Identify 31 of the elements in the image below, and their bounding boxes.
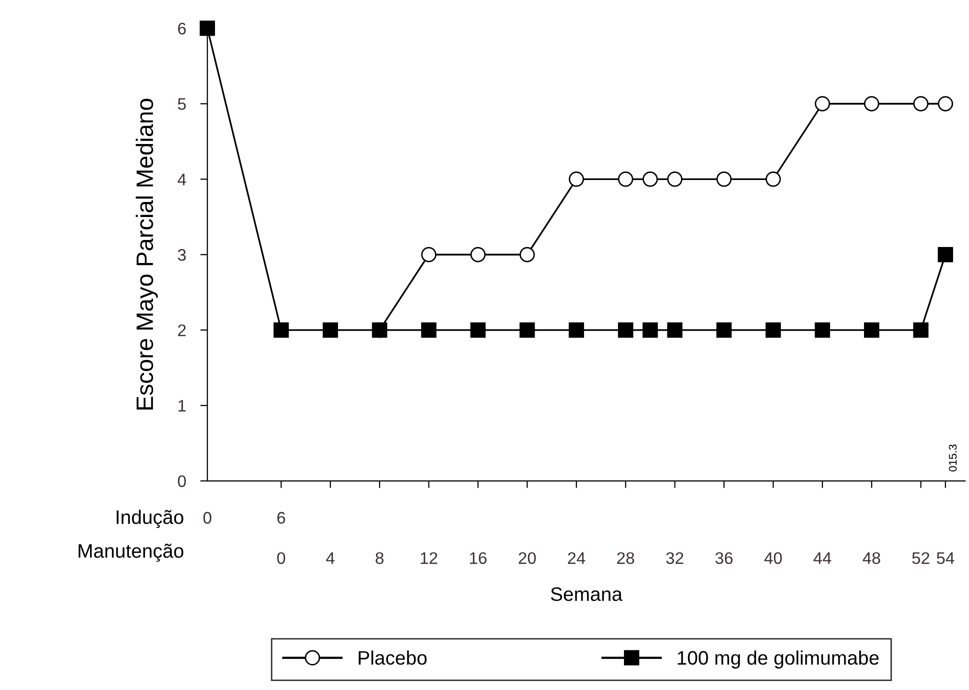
x-tick-label: 36 (715, 552, 733, 564)
annotation: 015.3 (948, 444, 957, 472)
y-tick-label: 1 (178, 400, 186, 412)
x-tick-label: 28 (617, 552, 634, 564)
y-tick-label: 2 (178, 324, 186, 336)
text: Indução (116, 510, 184, 528)
x-tick-label: 16 (470, 552, 487, 564)
legend-label: 100 mg de golimumabe (678, 650, 879, 669)
x-tick-label: 0 (277, 552, 286, 564)
y-tick-label: 5 (178, 98, 186, 110)
y-tick-label: 6 (178, 22, 186, 34)
x-tick-label: 32 (666, 552, 684, 564)
y-tick-label: 4 (178, 174, 186, 186)
x2-tick-label: 6 (277, 512, 286, 524)
x-tick-label: 40 (764, 552, 782, 564)
x-tick-label: 52 (912, 552, 930, 564)
x-tick-label: 4 (326, 552, 335, 564)
x-tick-label: 12 (420, 552, 438, 564)
legend-label: Placebo (358, 650, 427, 665)
x-tick-label: 24 (568, 552, 586, 564)
x-tick-label: 20 (518, 552, 536, 564)
x-tick-label: 48 (862, 552, 880, 564)
x2-tick-label: 0 (203, 512, 212, 524)
y-axis-title: Escore Mayo Parcial Mediano (136, 98, 158, 410)
x-axis-title: Semana (550, 587, 622, 602)
y-tick-label: 3 (178, 249, 186, 261)
text: Manutenção (78, 544, 184, 562)
x-tick-label: 44 (814, 552, 832, 564)
x-tick-label: 8 (376, 552, 384, 564)
x-tick-label: 54 (936, 552, 954, 564)
y-tick-label: 0 (178, 475, 186, 488)
